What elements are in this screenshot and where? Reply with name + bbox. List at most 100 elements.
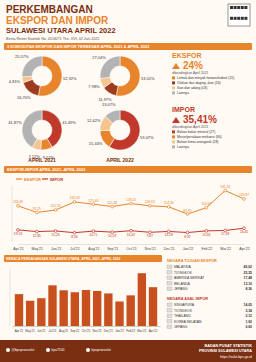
subtitle: Berita Resmi Statistik No. 41/06/71 Thn.… [6,37,99,41]
point [54,230,57,233]
tick: Oct'21 [126,244,136,251]
data-label: 13,07% [102,102,116,107]
point [54,209,57,212]
legend-entry: Lainnya [177,91,189,95]
social-handle: @bpsprovsulut [12,348,35,352]
qr-cell [234,6,237,9]
tick-label: Apr'22 [149,329,158,333]
org-name: BADAN PUSAT STATISTIK [205,344,253,348]
summary-value: 24% [183,60,203,71]
qr-cell [241,6,244,9]
data-label: 12,42% [87,118,101,123]
data-label: 146,87 [239,193,249,197]
data-label: 10,59 [108,234,116,238]
point [111,231,114,234]
summary-note: dibandingkan April 2021 [172,125,208,129]
qr-cell [244,6,247,9]
tick-label: Jul'21 [49,329,57,333]
tick-label: May'21 [32,247,43,251]
data-label: 101,53 [51,204,61,208]
title: EKSPOR DAN IMPOR [6,15,109,26]
social-handle: bps7100 [52,348,65,352]
bar [138,273,146,326]
data-label: 114,36 [164,201,174,205]
data-label: 118,63 [145,200,155,204]
country-name: TIONGKOK [174,309,193,313]
qr-cell [230,17,233,20]
footer-bar [0,340,256,362]
tick-label: Feb'22 [126,329,135,333]
point [224,229,227,232]
social-icon [46,348,50,352]
donut-slice [22,110,42,147]
data-label: 125,43 [88,199,98,203]
qr-cell [230,6,233,9]
legend-swatch [42,178,48,179]
data-label: 27,04% [92,55,106,60]
legend-entry: Olahan dari daging, ikan (16) [177,81,221,85]
qr-cell [234,17,237,20]
donut-chart: 59,07%15,44%12,42%13,07% [87,102,154,150]
qr-cell [244,17,247,20]
data-label: 59,07% [140,135,154,140]
donut-slice [105,110,120,123]
bar [59,290,67,326]
country-value: 1,92 [245,320,252,324]
tick-label: May'21 [25,329,35,333]
data-label: 91,25 [33,207,41,211]
data-label: 17,38 [221,232,229,236]
country-name: JEPANG [174,325,188,329]
bar [93,291,101,326]
data-label: 52,92% [63,76,77,81]
arrow-icon [172,63,180,69]
legend-swatch [172,130,175,133]
data-label: 84,95 [183,209,191,213]
flag-icon [167,282,172,286]
qr-code [228,4,250,26]
flag-icon [167,276,172,280]
tick: Aug'21 [88,244,99,251]
tick-label: Mar'22 [137,329,146,333]
plot-area [17,189,246,234]
tick-label: Nov'21 [145,247,156,251]
country-value: 2,12 [245,314,252,318]
data-label: 7,98% [88,84,100,89]
tick: Jun'21 [51,244,61,251]
country-name: KOREA SELATAN [174,320,202,324]
legend-swatch [172,86,175,89]
tick-label: Jun'21 [51,247,61,251]
tick-label: Jan'22 [115,329,124,333]
flag-icon [167,325,172,329]
tick: Aug'21 [59,326,69,333]
tick: May'21 [32,244,43,251]
title: SULAWESI UTARA APRIL 2022 [6,26,116,35]
country-name: THAILAND [174,314,191,318]
flag-icon [167,265,172,269]
summary-note: dibandingkan April 2021 [172,71,208,75]
data-label: 128,02 [126,198,136,202]
data-label: 53,01% [141,76,155,81]
point [35,230,38,233]
data-label: 26,45 [240,230,248,234]
social-icon [86,348,90,352]
tick: Sep'21 [107,244,118,251]
point [186,213,189,216]
arrow-icon [172,117,180,123]
data-label: 115,38 [107,201,117,205]
legend-entry: IMPOR [50,177,63,182]
flag-icon [167,314,172,318]
tick-label: Dec'21 [104,329,114,333]
qr-cell [237,6,240,9]
data-label: 134,58 [69,196,79,200]
summary-value: 35,41% [183,114,217,125]
tick: Apr'22 [239,244,249,251]
tick-label: Aug'21 [59,329,69,333]
x-axis-line [19,244,245,245]
tick-label: Dec'21 [164,247,175,251]
qr-cell [237,17,240,20]
data-label: 8,34 [71,235,78,239]
data-label: 16,42 [127,233,135,237]
point [130,229,133,232]
country-value: 14,05 [244,303,253,307]
data-label: 118,49 [13,200,23,204]
